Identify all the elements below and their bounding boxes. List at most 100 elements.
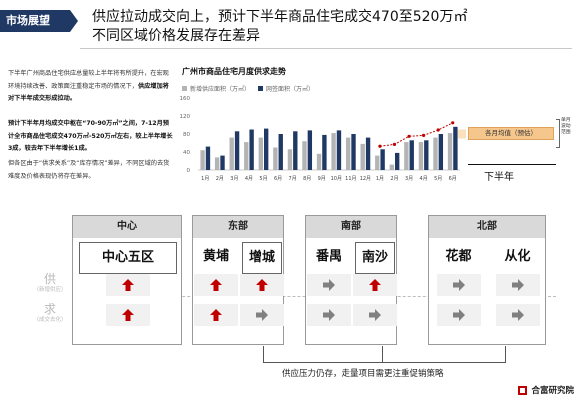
x-tick-label: 2月 <box>216 176 224 182</box>
supply-cell <box>495 274 540 296</box>
region-3: 北部 花都 从化 <box>428 215 546 345</box>
bar-deal <box>365 137 371 170</box>
x-tick-label: 12月 <box>360 176 371 182</box>
x-tick-label: 6月 <box>274 176 282 182</box>
arrow-up-icon <box>210 279 222 291</box>
bar-deal <box>307 130 313 170</box>
x-tick-label: 5月 <box>434 176 442 182</box>
bar-supply <box>331 133 336 170</box>
region-header: 东部 <box>193 216 283 238</box>
x-tick-label: 7月 <box>289 176 297 182</box>
bar-deal <box>293 131 298 170</box>
demand-cell <box>353 304 397 326</box>
bar-supply <box>244 142 249 170</box>
bar-supply <box>404 142 409 170</box>
region-1: 东部 黄埔 增城 <box>192 215 284 345</box>
bar-supply <box>433 137 438 170</box>
logo-icon <box>518 385 528 395</box>
x-tick-label: 5月 <box>259 176 267 182</box>
arrow-right-icon <box>369 309 381 321</box>
bar-deal <box>351 134 356 170</box>
arrow-up-icon <box>122 309 134 321</box>
trend-line <box>379 122 453 147</box>
bar-deal <box>409 140 414 170</box>
bar-deal <box>234 131 240 170</box>
x-tick-label: 9月 <box>318 176 326 182</box>
arrow-right-icon <box>323 279 335 291</box>
x-tick-label: 4月 <box>420 176 428 182</box>
y-tick-label: 160 <box>180 96 191 102</box>
demand-cell <box>495 304 540 326</box>
bar-deal <box>453 126 458 170</box>
region-header: 南部 <box>306 216 396 238</box>
demand-cell <box>240 304 284 326</box>
title-line-1: 供应拉动成交向上，预计下半年商品住宅成交470至520万㎡ <box>92 9 468 25</box>
trend-point <box>392 142 397 146</box>
bar-supply <box>345 137 351 170</box>
bar-supply <box>418 142 424 170</box>
region-header: 北部 <box>429 216 545 238</box>
bar-deal <box>322 134 327 170</box>
x-tick-label: 3月 <box>230 176 238 182</box>
trend-point <box>407 134 411 138</box>
demand-cell <box>106 304 150 326</box>
bar-supply <box>287 149 293 170</box>
bar-deal <box>249 129 254 170</box>
bar-deal <box>438 134 444 170</box>
arrow-up-icon <box>369 279 381 291</box>
arrow-up-icon <box>210 309 222 321</box>
connector-left <box>263 346 264 362</box>
bar-supply <box>229 137 234 170</box>
bar-supply <box>375 155 380 170</box>
x-tick-label: 2月 <box>390 176 398 182</box>
supply-cell <box>194 274 238 296</box>
region-2: 南部 番禺 南沙 <box>305 215 397 345</box>
brand-logo: 合富研究院 <box>518 384 574 396</box>
bar-supply <box>389 164 394 170</box>
trend-point <box>436 128 440 132</box>
bar-supply <box>302 141 307 170</box>
estimate-band <box>458 129 466 139</box>
band-range-label: 单月波动范围 <box>561 118 571 135</box>
bar-deal <box>395 152 400 170</box>
bar-chart: 0 40 80 120 160 1月 2月 3月 4月 5月 6月 7月 8月 9月 10月 11月 12月 1月… <box>180 96 466 182</box>
arrow-right-icon <box>256 309 268 321</box>
bar-supply <box>447 133 453 170</box>
period-label: 下半年 <box>484 172 514 183</box>
bar-supply <box>200 150 205 170</box>
paragraph-2: 预计下半年月均成交中枢在“70-90万㎡”之间，7-12月预计全市商品住宅成交4… <box>8 120 173 152</box>
arrow-up-icon <box>256 279 268 291</box>
x-tick-label: 8月 <box>303 176 311 182</box>
x-tick-label: 6月 <box>449 176 457 182</box>
bar-deal <box>424 140 429 170</box>
trend-point <box>378 144 382 148</box>
supply-cell <box>436 274 481 296</box>
x-tick-label: 1月 <box>376 176 384 182</box>
bar-deal <box>264 128 269 170</box>
paragraph-1: 下半年广州商品住宅供应总量较上半年将有所提升，在宏观环境持续改善、政策面注重稳定… <box>8 70 169 102</box>
district-label: 番禺 <box>309 242 349 274</box>
district-label: 花都 <box>432 242 485 274</box>
y-tick-label: 80 <box>183 132 190 138</box>
y-tick-label: 0 <box>187 168 191 174</box>
bottom-note: 供应压力仍存，走量项目需更注重促销策略 <box>282 369 444 379</box>
supply-cell <box>307 274 351 296</box>
bar-supply <box>258 137 263 170</box>
bar-supply <box>273 147 278 170</box>
y-tick-label: 120 <box>180 114 191 120</box>
page-title: 供应拉动成交向上，预计下半年商品住宅成交470至520万㎡ 不同区域价格发展存在… <box>92 8 562 46</box>
connector-base <box>263 362 506 363</box>
arrow-right-icon <box>511 309 524 321</box>
row-label-supply: 供 （新增供应） <box>33 272 67 293</box>
x-tick-label: 10月 <box>331 176 342 182</box>
row-label-demand: 求 （成交去化） <box>33 302 67 323</box>
supply-cell <box>106 274 150 296</box>
bar-deal <box>380 149 385 170</box>
x-tick-label: 1月 <box>201 176 209 182</box>
bar-deal <box>220 155 225 170</box>
title-divider <box>80 48 572 49</box>
bar-deal <box>205 146 211 170</box>
connector-right <box>505 346 506 362</box>
demand-cell <box>436 304 481 326</box>
trend-point <box>451 121 455 125</box>
